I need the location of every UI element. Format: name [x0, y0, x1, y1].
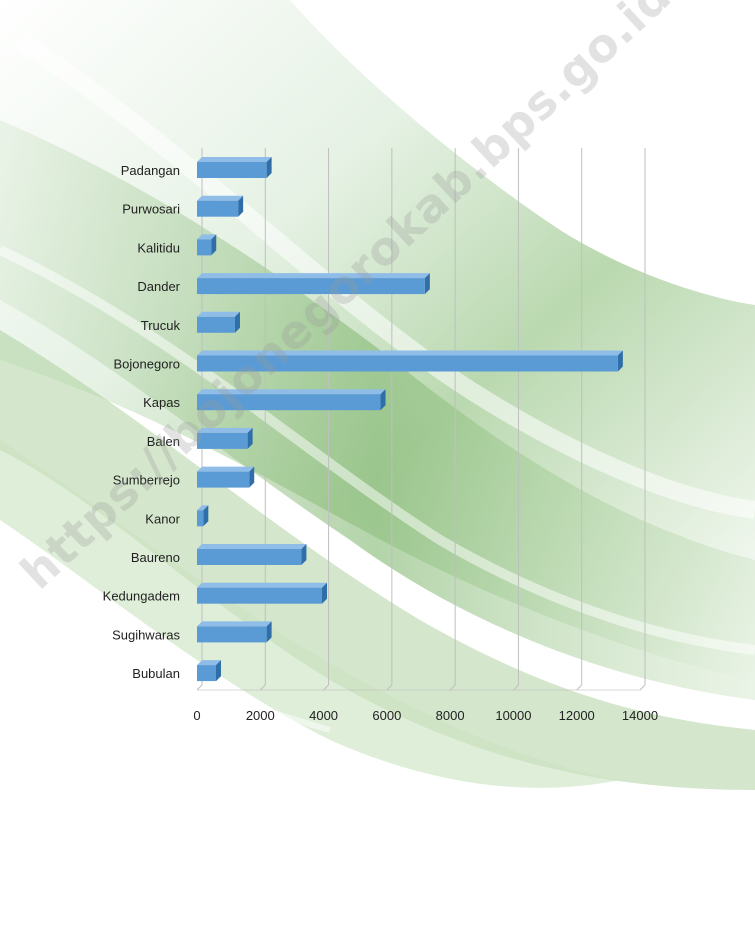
category-label: Bojonegoro [114, 357, 181, 372]
gridline-foot [196, 684, 203, 691]
x-tick-label: 0 [193, 708, 200, 723]
category-label: Balen [147, 434, 180, 449]
bar [197, 273, 430, 295]
x-tick-label: 2000 [246, 708, 275, 723]
gridline-foot [323, 684, 329, 691]
bar [197, 157, 272, 178]
bar [197, 311, 240, 333]
x-axis-ticks: 0 2000 4000 6000 8000 10000 12000 14000 [193, 708, 658, 723]
x-tick-label: 12000 [559, 708, 595, 723]
gridline-foot [513, 684, 519, 691]
category-label: Purwosari [122, 202, 180, 217]
category-label: Sumberrejo [113, 473, 180, 488]
gridline-foot [639, 684, 646, 691]
bar [197, 234, 217, 256]
category-label: Kapas [143, 395, 180, 410]
category-label: Baureno [131, 550, 180, 565]
bar [197, 621, 272, 643]
category-label: Trucuk [141, 318, 181, 333]
gridline-foot [576, 684, 583, 691]
bar [197, 660, 221, 682]
category-label: Kalitidu [137, 240, 180, 255]
gridline-foot [449, 684, 456, 691]
bar [197, 466, 255, 488]
bar [197, 350, 623, 372]
x-tick-label: 14000 [622, 708, 658, 723]
bar [197, 582, 327, 604]
category-label: Dander [137, 279, 180, 294]
gridlines [196, 148, 646, 691]
bar [197, 544, 307, 565]
x-tick-label: 8000 [436, 708, 465, 723]
category-label: Kanor [145, 511, 180, 526]
category-label: Kedungadem [103, 589, 180, 604]
x-tick-label: 6000 [372, 708, 401, 723]
category-label: Sugihwaras [112, 627, 180, 642]
category-labels: Padangan Purwosari Kalitidu Dander Trucuk Boj… [103, 163, 181, 681]
gridline-foot [259, 684, 266, 691]
bar [197, 195, 244, 217]
bar [197, 427, 253, 449]
bars [197, 157, 623, 682]
x-tick-label: 4000 [309, 708, 338, 723]
bar [197, 505, 209, 527]
x-tick-label: 10000 [495, 708, 531, 723]
category-label: Bubulan [132, 666, 180, 681]
gridline-foot [386, 684, 393, 691]
category-label: Padangan [121, 163, 180, 178]
bar [197, 389, 386, 411]
